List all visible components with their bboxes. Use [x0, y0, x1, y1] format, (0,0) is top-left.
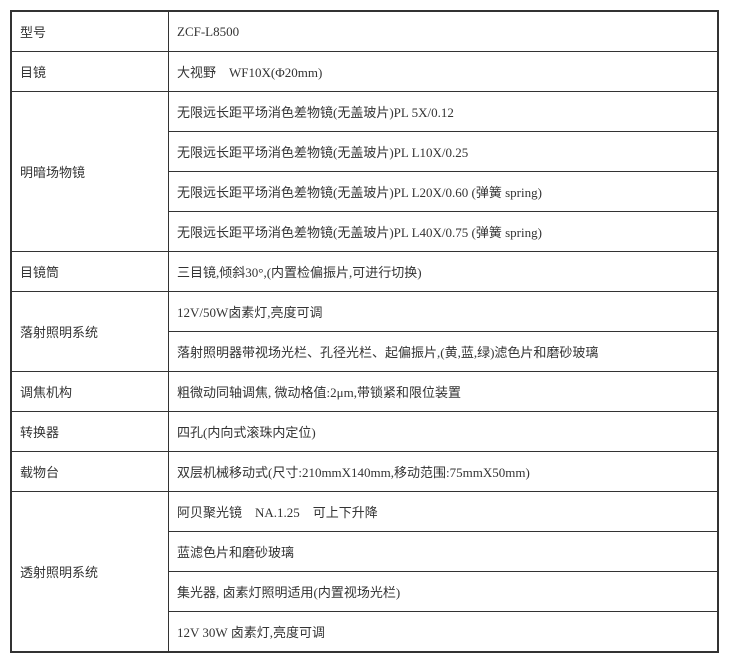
- spec-value: 无限远长距平场消色差物镜(无盖玻片)PL L20X/0.60 (弹簧 sprin…: [169, 172, 719, 212]
- spec-label: 转换器: [11, 412, 169, 452]
- table-row: 目镜筒三目镜,倾斜30°,(内置检偏振片,可进行切换): [11, 252, 718, 292]
- spec-label: 透射照明系统: [11, 492, 169, 653]
- spec-label: 型号: [11, 11, 169, 52]
- table-row: 透射照明系统阿贝聚光镜 NA.1.25 可上下升降: [11, 492, 718, 532]
- spec-value: 落射照明器带视场光栏、孔径光栏、起偏振片,(黄,蓝,绿)滤色片和磨砂玻璃: [169, 332, 719, 372]
- spec-value: 12V/50W卤素灯,亮度可调: [169, 292, 719, 332]
- spec-label: 落射照明系统: [11, 292, 169, 372]
- spec-label: 目镜: [11, 52, 169, 92]
- spec-label: 调焦机构: [11, 372, 169, 412]
- spec-value: 无限远长距平场消色差物镜(无盖玻片)PL L40X/0.75 (弹簧 sprin…: [169, 212, 719, 252]
- table-row: 目镜大视野 WF10X(Φ20mm): [11, 52, 718, 92]
- spec-value: 阿贝聚光镜 NA.1.25 可上下升降: [169, 492, 719, 532]
- spec-table: 型号ZCF-L8500目镜大视野 WF10X(Φ20mm)明暗场物镜无限远长距平…: [10, 10, 719, 653]
- spec-table-body: 型号ZCF-L8500目镜大视野 WF10X(Φ20mm)明暗场物镜无限远长距平…: [11, 11, 718, 652]
- spec-label: 明暗场物镜: [11, 92, 169, 252]
- spec-label: 载物台: [11, 452, 169, 492]
- spec-value: ZCF-L8500: [169, 11, 719, 52]
- spec-value: 双层机械移动式(尺寸:210mmX140mm,移动范围:75mmX50mm): [169, 452, 719, 492]
- spec-value: 粗微动同轴调焦, 微动格值:2μm,带锁紧和限位装置: [169, 372, 719, 412]
- spec-value: 三目镜,倾斜30°,(内置检偏振片,可进行切换): [169, 252, 719, 292]
- table-row: 载物台双层机械移动式(尺寸:210mmX140mm,移动范围:75mmX50mm…: [11, 452, 718, 492]
- spec-value: 集光器, 卤素灯照明适用(内置视场光栏): [169, 572, 719, 612]
- table-row: 转换器四孔(内向式滚珠内定位): [11, 412, 718, 452]
- table-row: 调焦机构粗微动同轴调焦, 微动格值:2μm,带锁紧和限位装置: [11, 372, 718, 412]
- spec-value: 12V 30W 卤素灯,亮度可调: [169, 612, 719, 653]
- spec-value: 蓝滤色片和磨砂玻璃: [169, 532, 719, 572]
- spec-value: 四孔(内向式滚珠内定位): [169, 412, 719, 452]
- table-row: 明暗场物镜无限远长距平场消色差物镜(无盖玻片)PL 5X/0.12: [11, 92, 718, 132]
- spec-label: 目镜筒: [11, 252, 169, 292]
- spec-value: 大视野 WF10X(Φ20mm): [169, 52, 719, 92]
- spec-value: 无限远长距平场消色差物镜(无盖玻片)PL 5X/0.12: [169, 92, 719, 132]
- table-row: 落射照明系统12V/50W卤素灯,亮度可调: [11, 292, 718, 332]
- table-row: 型号ZCF-L8500: [11, 11, 718, 52]
- spec-value: 无限远长距平场消色差物镜(无盖玻片)PL L10X/0.25: [169, 132, 719, 172]
